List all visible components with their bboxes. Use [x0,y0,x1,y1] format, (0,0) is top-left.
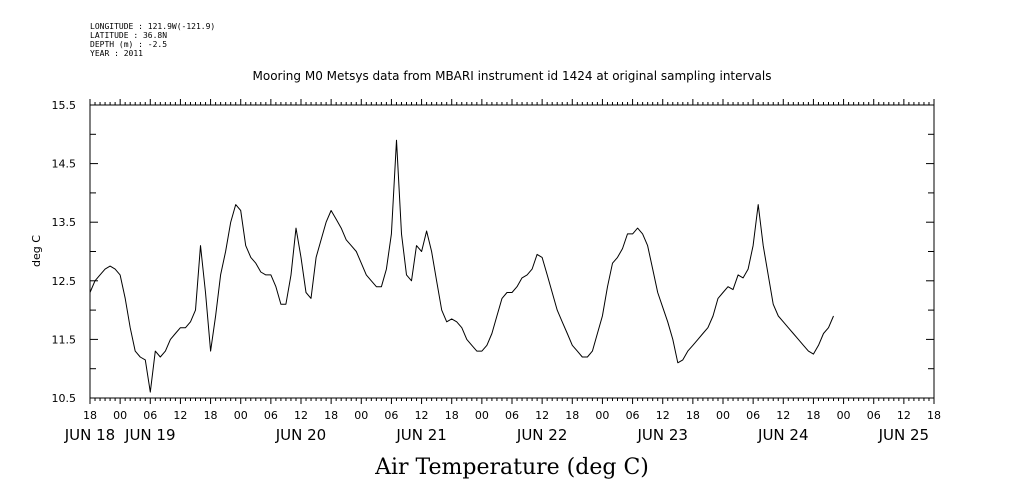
x-hour-tick-label: 00 [113,409,127,422]
x-hour-tick-label: 18 [324,409,338,422]
x-hour-tick-label: 00 [837,409,851,422]
x-hour-tick-label: 18 [204,409,218,422]
x-hour-tick-label: 18 [565,409,579,422]
x-hour-tick-label: 00 [716,409,730,422]
x-hour-tick-label: 12 [656,409,670,422]
x-axis-label: Air Temperature (deg C) [374,455,649,480]
y-tick-label: 10.5 [52,392,77,405]
x-hour-tick-label: 06 [626,409,640,422]
x-hour-tick-label: 06 [384,409,398,422]
x-hour-tick-label: 06 [143,409,157,422]
y-axis-label: deg C [30,235,43,267]
x-hour-tick-label: 06 [867,409,881,422]
depth-text: DEPTH (m) : -2.5 [90,40,168,49]
x-hour-tick-label: 12 [535,409,549,422]
x-hour-tick-label: 12 [415,409,429,422]
x-hour-tick-label: 12 [897,409,911,422]
x-axis: 18 00 06 12 18 00 06 12 18 00 06 12 18 00 06 12 18 00 06 12… [64,99,941,444]
x-hour-tick-label: 12 [776,409,790,422]
y-axis: 15.5 14.5 13.5 12.5 11.5 10.5 [52,99,934,405]
x-date-tick-label: JUN 24 [757,426,808,444]
x-date-tick-label: JUN 23 [636,426,687,444]
metadata-block: LONGITUDE : 121.9W(-121.9) LATITUDE : 36.… [90,22,215,58]
x-date-tick-label: JUN 18 [64,426,115,444]
x-date-tick-label: JUN 22 [516,426,567,444]
series-layer [89,139,834,393]
x-hour-tick-label: 18 [445,409,459,422]
x-hour-tick-label: 00 [354,409,368,422]
series-line [89,139,834,393]
x-date-tick-label: JUN 19 [124,426,175,444]
latitude-text: LATITUDE : 36.8N [90,31,168,40]
y-tick-label: 12.5 [52,275,77,288]
x-hour-tick-label: 18 [83,409,97,422]
chart-title: Mooring M0 Metsys data from MBARI instru… [253,69,772,83]
x-date-tick-label: JUN 25 [878,426,929,444]
y-tick-label: 13.5 [52,216,77,229]
x-hour-tick-label: 12 [173,409,187,422]
x-hour-tick-label: 06 [746,409,760,422]
y-tick-label: 14.5 [52,158,77,171]
x-hour-tick-label: 06 [505,409,519,422]
longitude-text: LONGITUDE : 121.9W(-121.9) [90,22,216,31]
x-date-tick-label: JUN 20 [275,426,326,444]
x-hour-tick-label: 12 [294,409,308,422]
x-hour-tick-label: 06 [264,409,278,422]
y-tick-label: 15.5 [52,99,77,112]
plot-frame [89,104,935,399]
x-hour-tick-label: 18 [806,409,820,422]
x-date-tick-label: JUN 21 [395,426,446,444]
x-hour-tick-label: 00 [475,409,489,422]
y-tick-label: 11.5 [52,333,77,346]
x-hour-tick-label: 00 [234,409,248,422]
x-hour-tick-label: 18 [686,409,700,422]
x-hour-tick-label: 00 [595,409,609,422]
year-text: YEAR : 2011 [90,49,143,58]
x-hour-tick-label: 18 [927,409,941,422]
